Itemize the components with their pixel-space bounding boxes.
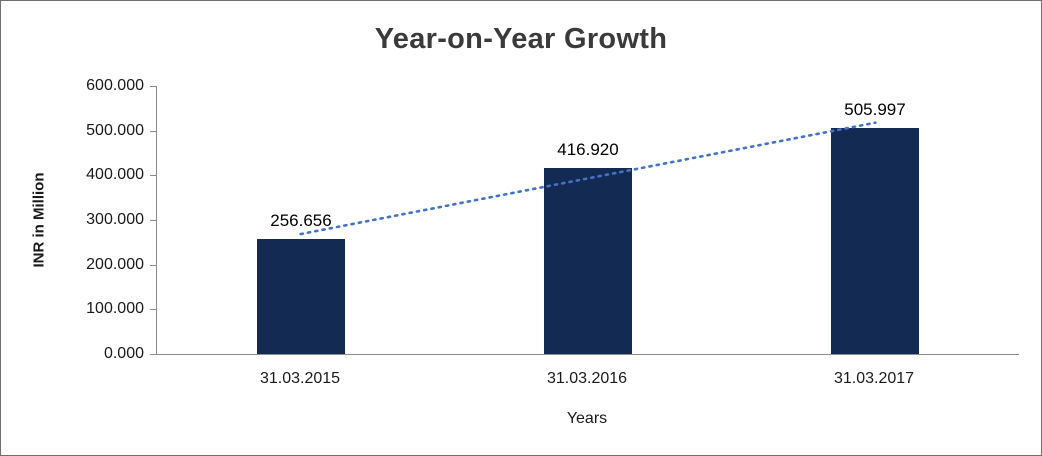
bar-data-label: 416.920 [557, 140, 619, 159]
y-tick-label: 300.000 [86, 211, 144, 228]
y-tick-mark [150, 175, 156, 177]
y-tick-label: 200.000 [86, 255, 144, 273]
y-tick-label: 400.000 [86, 166, 144, 184]
plot-area: 256.656 416.920 505.997 [156, 86, 1019, 355]
y-tick-label: 100.000 [86, 300, 144, 318]
y-axis-title: INR in Million [30, 172, 48, 268]
y-tick-mark [150, 309, 156, 311]
y-tick-mark [150, 264, 156, 266]
x-category-label: 31.03.2015 [259, 370, 341, 387]
y-tick-mark [150, 86, 156, 87]
y-tick-label: 500.000 [86, 121, 144, 139]
bar-data-label: 505.997 [844, 100, 906, 119]
y-tick-label: 600.000 [86, 77, 144, 94]
x-category-label: 31.03.2017 [833, 370, 915, 387]
y-tick-mark [150, 220, 156, 221]
y-tick-mark [150, 354, 156, 355]
x-axis-title: Years [566, 410, 608, 427]
bar-data-label: 256.656 [270, 211, 332, 230]
y-tick-mark [150, 130, 156, 132]
x-category-label: 31.03.2016 [546, 370, 628, 387]
y-tick-label: 0.000 [103, 345, 144, 362]
chart-title: Year-on-Year Growth [374, 23, 668, 55]
bar-31.03.2016 [544, 168, 632, 354]
bar-31.03.2015 [257, 239, 345, 354]
bar-31.03.2017 [831, 128, 919, 354]
